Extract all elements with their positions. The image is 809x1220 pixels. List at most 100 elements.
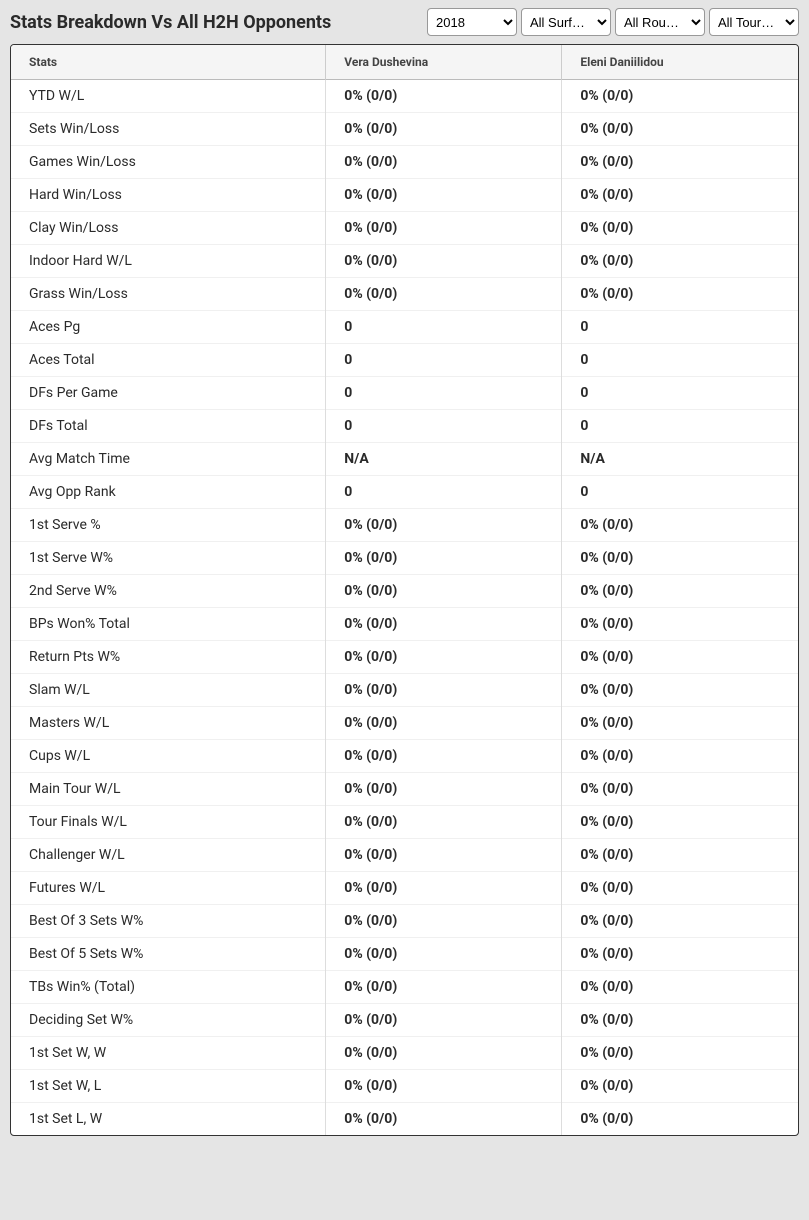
stat-label: Clay Win/Loss [11,212,326,245]
table-row: Futures W/L0% (0/0)0% (0/0) [11,872,798,905]
stat-value-player1: 0% (0/0) [326,509,562,542]
stat-value-player1: 0% (0/0) [326,1070,562,1103]
stat-value-player1: 0 [326,377,562,410]
stat-value-player2: 0% (0/0) [562,245,798,278]
table-row: Main Tour W/L0% (0/0)0% (0/0) [11,773,798,806]
stat-label: Slam W/L [11,674,326,707]
stat-label: Return Pts W% [11,641,326,674]
stat-label: Best Of 5 Sets W% [11,938,326,971]
stat-label: DFs Per Game [11,377,326,410]
stat-value-player2: 0% (0/0) [562,905,798,938]
stat-value-player2: 0% (0/0) [562,806,798,839]
stat-label: Challenger W/L [11,839,326,872]
stat-value-player1: 0% (0/0) [326,542,562,575]
table-header-row: Stats Vera Dushevina Eleni Daniilidou [11,45,798,80]
stat-value-player2: 0% (0/0) [562,278,798,311]
stat-value-player2: 0 [562,377,798,410]
table-row: Games Win/Loss0% (0/0)0% (0/0) [11,146,798,179]
stat-value-player2: 0% (0/0) [562,509,798,542]
stat-value-player2: 0% (0/0) [562,773,798,806]
table-row: Hard Win/Loss0% (0/0)0% (0/0) [11,179,798,212]
table-row: YTD W/L0% (0/0)0% (0/0) [11,80,798,113]
stat-label: YTD W/L [11,80,326,113]
stat-value-player2: 0% (0/0) [562,80,798,113]
stat-value-player2: 0% (0/0) [562,1070,798,1103]
stat-label: TBs Win% (Total) [11,971,326,1004]
table-row: Avg Opp Rank00 [11,476,798,509]
stats-table: Stats Vera Dushevina Eleni Daniilidou YT… [11,45,798,1135]
header-bar: Stats Breakdown Vs All H2H Opponents 201… [0,0,809,44]
stat-value-player1: 0% (0/0) [326,773,562,806]
stat-value-player2: 0% (0/0) [562,1004,798,1037]
stat-value-player2: 0% (0/0) [562,575,798,608]
stat-value-player1: 0% (0/0) [326,179,562,212]
stat-value-player1: 0% (0/0) [326,278,562,311]
table-row: Masters W/L0% (0/0)0% (0/0) [11,707,798,740]
surface-select[interactable]: All Surf… [521,8,611,36]
table-row: Challenger W/L0% (0/0)0% (0/0) [11,839,798,872]
table-row: 2nd Serve W%0% (0/0)0% (0/0) [11,575,798,608]
table-row: Cups W/L0% (0/0)0% (0/0) [11,740,798,773]
stat-value-player2: 0 [562,344,798,377]
column-header-stats: Stats [11,45,326,80]
stat-label: Indoor Hard W/L [11,245,326,278]
stat-label: Games Win/Loss [11,146,326,179]
table-row: DFs Per Game00 [11,377,798,410]
table-row: Indoor Hard W/L0% (0/0)0% (0/0) [11,245,798,278]
round-select[interactable]: All Rou… [615,8,705,36]
stat-value-player2: 0% (0/0) [562,674,798,707]
table-body: YTD W/L0% (0/0)0% (0/0)Sets Win/Loss0% (… [11,80,798,1136]
stat-value-player1: 0% (0/0) [326,575,562,608]
stat-label: Cups W/L [11,740,326,773]
filters-container: 2018 All Surf… All Rou… All Tour… [427,8,799,36]
stat-value-player1: 0% (0/0) [326,641,562,674]
stat-value-player1: 0% (0/0) [326,839,562,872]
stat-value-player2: 0% (0/0) [562,641,798,674]
stat-label: 1st Serve W% [11,542,326,575]
table-row: Aces Total00 [11,344,798,377]
stat-label: 1st Set L, W [11,1103,326,1136]
stat-value-player1: 0% (0/0) [326,80,562,113]
stat-value-player2: 0% (0/0) [562,146,798,179]
stat-value-player1: 0% (0/0) [326,872,562,905]
stat-label: 1st Set W, W [11,1037,326,1070]
stat-label: Deciding Set W% [11,1004,326,1037]
table-row: 1st Set W, W0% (0/0)0% (0/0) [11,1037,798,1070]
stat-label: Best Of 3 Sets W% [11,905,326,938]
tournament-select[interactable]: All Tour… [709,8,799,36]
year-select[interactable]: 2018 [427,8,517,36]
stat-value-player1: N/A [326,443,562,476]
stat-value-player1: 0% (0/0) [326,1037,562,1070]
table-row: Return Pts W%0% (0/0)0% (0/0) [11,641,798,674]
stat-value-player1: 0% (0/0) [326,113,562,146]
stat-label: Avg Opp Rank [11,476,326,509]
page-title: Stats Breakdown Vs All H2H Opponents [10,12,331,33]
stat-value-player2: 0% (0/0) [562,872,798,905]
stat-value-player2: 0% (0/0) [562,971,798,1004]
stat-label: BPs Won% Total [11,608,326,641]
column-header-player1: Vera Dushevina [326,45,562,80]
stat-label: 2nd Serve W% [11,575,326,608]
stat-value-player2: 0% (0/0) [562,179,798,212]
stat-value-player1: 0 [326,344,562,377]
stat-value-player2: 0 [562,476,798,509]
stat-value-player1: 0% (0/0) [326,146,562,179]
stat-value-player2: 0% (0/0) [562,212,798,245]
stat-label: 1st Set W, L [11,1070,326,1103]
stat-value-player2: 0 [562,410,798,443]
stat-value-player2: N/A [562,443,798,476]
stat-value-player1: 0% (0/0) [326,740,562,773]
stat-value-player1: 0% (0/0) [326,674,562,707]
table-row: Tour Finals W/L0% (0/0)0% (0/0) [11,806,798,839]
stat-label: 1st Serve % [11,509,326,542]
stat-label: Avg Match Time [11,443,326,476]
stat-value-player1: 0% (0/0) [326,245,562,278]
stat-value-player1: 0% (0/0) [326,905,562,938]
stat-value-player1: 0 [326,476,562,509]
stat-label: Main Tour W/L [11,773,326,806]
stat-value-player2: 0% (0/0) [562,707,798,740]
stat-value-player2: 0 [562,311,798,344]
stat-label: Grass Win/Loss [11,278,326,311]
stat-value-player2: 0% (0/0) [562,938,798,971]
stat-value-player1: 0% (0/0) [326,212,562,245]
